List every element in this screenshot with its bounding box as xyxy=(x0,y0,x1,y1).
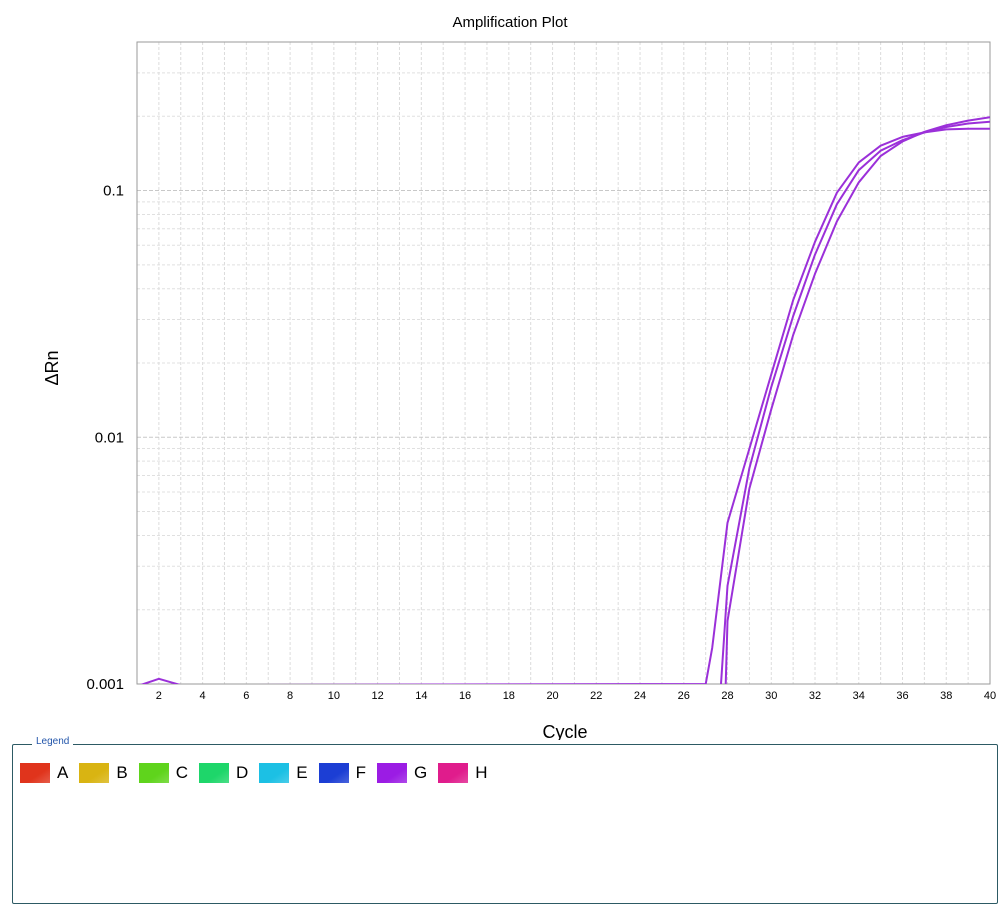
x-tick-label: 26 xyxy=(678,690,690,702)
amplification-chart: 2 4 6 8 10 12 14 16 18 20 22 24 26 28 30 32 34 36 38 40 0.0… xyxy=(42,14,996,740)
legend-item-f: F xyxy=(318,763,366,783)
x-tick-label: 10 xyxy=(328,690,340,702)
series-line-3 xyxy=(724,116,990,684)
y-tick-label: 0.001 xyxy=(86,676,124,693)
legend-item-e: E xyxy=(259,763,308,783)
x-tick-label: 22 xyxy=(590,690,602,702)
legend-swatch xyxy=(259,763,290,783)
legend-label: D xyxy=(235,763,249,782)
series-line-2 xyxy=(719,120,990,684)
legend-label: B xyxy=(116,763,128,782)
legend-swatch xyxy=(376,763,407,783)
series-line-1 xyxy=(140,127,990,684)
x-tick-label: 6 xyxy=(243,690,249,702)
legend-swatch xyxy=(198,763,229,783)
legend-item-c: C xyxy=(138,763,188,783)
x-tick-label: 30 xyxy=(765,690,777,702)
y-tick-labels: 0.001 0.01 0.1 xyxy=(86,183,124,693)
legend-items: A B C D E F G H xyxy=(20,763,499,783)
legend-label: E xyxy=(296,763,308,782)
y-tick-label: 0.1 xyxy=(103,183,124,200)
x-tick-label: 2 xyxy=(156,690,162,702)
x-tick-label: 8 xyxy=(287,690,293,702)
legend-item-h: H xyxy=(438,763,488,783)
y-tick-label: 0.01 xyxy=(95,429,124,446)
x-tick-label: 4 xyxy=(200,690,206,702)
x-axis-label: Cycle xyxy=(542,722,587,740)
legend-label: H xyxy=(475,763,488,782)
legend-label: G xyxy=(413,763,428,782)
x-tick-label: 36 xyxy=(896,690,908,702)
legend-swatch xyxy=(318,763,349,783)
x-tick-label: 12 xyxy=(371,690,383,702)
chart-title: Amplification Plot xyxy=(452,14,568,31)
legend-title: Legend xyxy=(32,736,74,747)
legend-label: C xyxy=(175,763,188,782)
x-tick-label: 16 xyxy=(459,690,471,702)
x-tick-label: 14 xyxy=(415,690,427,702)
y-axis-label: ΔRn xyxy=(42,350,62,385)
x-tick-label: 24 xyxy=(634,690,646,702)
x-tick-label: 40 xyxy=(984,690,996,702)
x-tick-label: 34 xyxy=(853,690,865,702)
legend-label: F xyxy=(355,763,366,782)
legend-item-b: B xyxy=(79,763,128,783)
legend-swatch xyxy=(138,763,169,783)
legend-item-a: A xyxy=(20,763,68,783)
x-tick-label: 28 xyxy=(721,690,733,702)
series-group xyxy=(140,116,990,684)
legend-swatch xyxy=(79,763,110,783)
x-tick-label: 20 xyxy=(546,690,558,702)
x-tick-label: 32 xyxy=(809,690,821,702)
legend-item-d: D xyxy=(198,763,249,783)
grid xyxy=(136,41,991,685)
x-tick-labels: 2 4 6 8 10 12 14 16 18 20 22 24 26 28 30 32 34 36 38 40 xyxy=(156,690,996,702)
legend-label: A xyxy=(57,763,69,782)
x-tick-label: 18 xyxy=(503,690,515,702)
legend-swatch xyxy=(438,763,469,783)
legend-swatch xyxy=(20,763,50,783)
legend-item-g: G xyxy=(376,763,428,783)
x-tick-label: 38 xyxy=(940,690,952,702)
